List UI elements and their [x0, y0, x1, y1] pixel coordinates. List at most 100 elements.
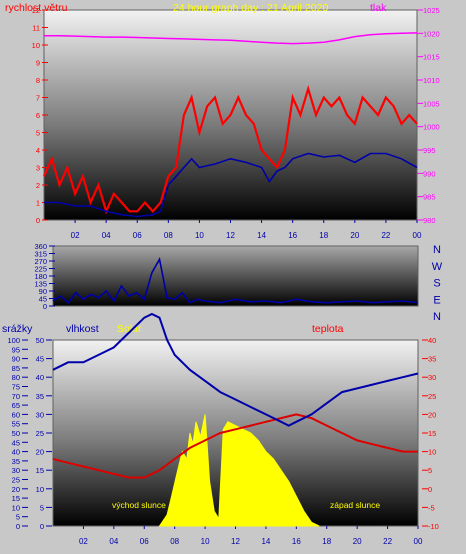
- tick-label: 45: [36, 355, 44, 364]
- tick-label: 25: [36, 429, 44, 438]
- tick-label: 90: [39, 287, 47, 296]
- tick-label: 20: [428, 410, 436, 419]
- wind-direction-line: [52, 257, 419, 304]
- humidity-axis-title: vlhkost: [66, 323, 99, 335]
- tick-label: 100: [7, 336, 20, 345]
- tick-label: 2: [36, 181, 40, 190]
- tick-label: 995: [423, 146, 436, 155]
- tick-label: 08: [164, 231, 173, 240]
- tick-label: 60: [12, 410, 20, 419]
- tick-label: 315: [34, 250, 47, 259]
- tick-label: 50: [36, 336, 44, 345]
- tick-label: 1: [36, 199, 40, 208]
- tick-label: 20: [12, 485, 20, 494]
- tick-label: 40: [12, 448, 20, 457]
- temperature-axis-title: teplota: [312, 323, 344, 335]
- tick-label: 270: [34, 257, 47, 266]
- tick-label: 5: [428, 466, 432, 475]
- time-ticks-bottom: 02 04 06 08 10 12 14 16 18 20 22 00: [79, 526, 423, 546]
- tick-label: 10: [201, 537, 210, 546]
- temperature-ticks: -10 -5 0 5 10 15 20 25 30 35 40: [422, 336, 439, 531]
- tick-label: 360: [34, 242, 47, 251]
- tick-label: 30: [428, 373, 436, 382]
- tick-label: 0: [40, 522, 44, 531]
- tick-label: 14: [257, 231, 266, 240]
- tick-label: 18: [322, 537, 331, 546]
- tick-label: 65: [12, 401, 20, 410]
- humidity-temperature-panel: srážky vlhkost Solar teplota 05101520253…: [2, 312, 439, 546]
- wind-pressure-panel: rychlost větru 24 hour graph day : 21 Ap…: [5, 2, 440, 240]
- tick-label: 0: [43, 302, 47, 311]
- tick-label: 980: [423, 216, 436, 225]
- tick-label: 80: [12, 373, 20, 382]
- tick-label: 20: [36, 448, 44, 457]
- tick-label: 0: [36, 216, 40, 225]
- tick-label: 85: [12, 364, 20, 373]
- tick-label: 75: [12, 383, 20, 392]
- tick-label: 3: [36, 164, 40, 173]
- compass-letter: W: [432, 261, 443, 273]
- tick-label: 04: [102, 231, 111, 240]
- chart-title: 24 hour graph day : 21 April 2020: [173, 2, 328, 14]
- tick-label: 20: [350, 231, 359, 240]
- tick-label: 95: [12, 345, 20, 354]
- tick-label: 990: [423, 169, 436, 178]
- tick-label: 15: [12, 494, 20, 503]
- tick-label: 06: [133, 231, 142, 240]
- tick-label: 225: [34, 265, 47, 274]
- tick-label: -10: [428, 522, 439, 531]
- tick-label: 11: [32, 24, 40, 33]
- tick-label: 16: [288, 231, 297, 240]
- tick-label: 1025: [423, 6, 440, 15]
- tick-label: 40: [428, 336, 436, 345]
- precipitation-axis-title: srážky: [2, 323, 33, 335]
- tick-label: 985: [423, 193, 436, 202]
- tick-label: 1015: [423, 53, 440, 62]
- precipitation-ticks: 0510152025303540455055606570758085909510…: [7, 336, 28, 531]
- tick-label: 15: [36, 466, 44, 475]
- tick-label: 35: [36, 392, 44, 401]
- compass-letter: S: [433, 278, 440, 290]
- tick-label: 10: [12, 503, 20, 512]
- tick-label: 55: [12, 420, 20, 429]
- pressure-axis-title: tlak: [370, 2, 387, 14]
- tick-label: 10: [32, 41, 40, 50]
- tick-label: 00: [413, 231, 422, 240]
- tick-label: 0: [428, 485, 432, 494]
- tick-label: 30: [12, 466, 20, 475]
- tick-label: 1020: [423, 29, 440, 38]
- compass-letter: E: [433, 294, 440, 306]
- tick-label: 9: [36, 59, 40, 68]
- tick-label: 5: [40, 503, 44, 512]
- tick-label: 70: [12, 392, 20, 401]
- tick-label: 12: [231, 537, 240, 546]
- tick-label: 25: [12, 476, 20, 485]
- tick-label: 25: [428, 392, 436, 401]
- tick-label: 7: [36, 94, 40, 103]
- tick-label: -5: [428, 503, 435, 512]
- humidity-line: [52, 312, 419, 427]
- temperature-line: [52, 413, 418, 479]
- time-ticks-top: 02 04 06 08 10 12 14 16 18 20 22 00: [71, 220, 422, 240]
- tick-label: 1005: [423, 99, 440, 108]
- tick-label: 1000: [423, 123, 440, 132]
- tick-label: 5: [16, 513, 20, 522]
- tick-label: 10: [36, 485, 44, 494]
- tick-label: 14: [261, 537, 270, 546]
- tick-label: 04: [109, 537, 118, 546]
- tick-label: 15: [428, 429, 436, 438]
- tick-label: 10: [195, 231, 204, 240]
- tick-label: 22: [381, 231, 390, 240]
- direction-plot-area: [52, 245, 419, 307]
- tick-label: 45: [39, 295, 47, 304]
- tick-label: 4: [36, 146, 40, 155]
- tick-label: 6: [36, 111, 40, 120]
- tick-label: 20: [353, 537, 362, 546]
- tick-label: 40: [36, 373, 44, 382]
- tick-label: 35: [428, 355, 436, 364]
- sunset-label: západ slunce: [330, 500, 380, 510]
